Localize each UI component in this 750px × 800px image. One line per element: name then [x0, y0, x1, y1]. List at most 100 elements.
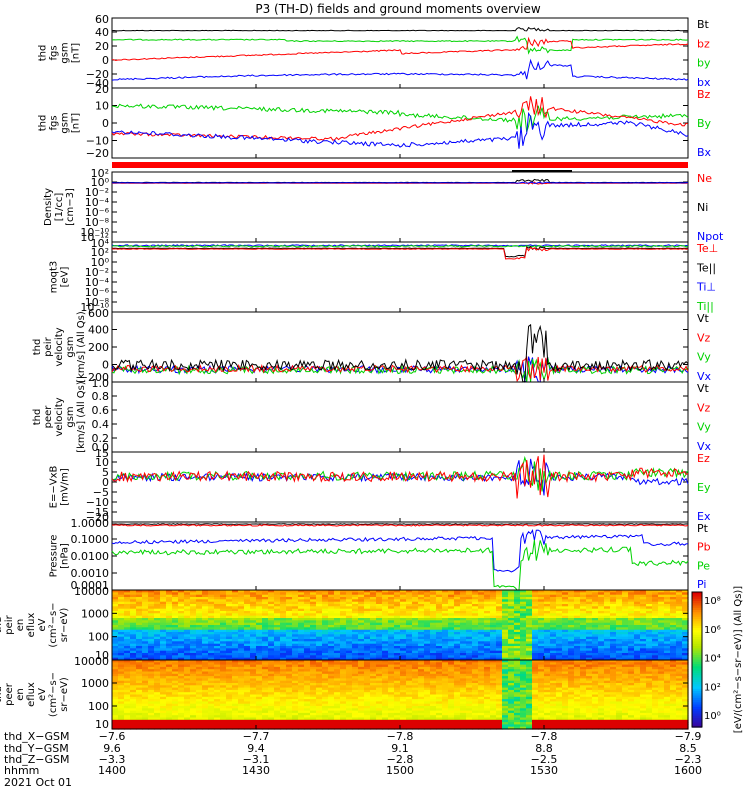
- spectrogram-cell: [262, 622, 269, 626]
- spectrogram-cell: [370, 592, 377, 596]
- spectrogram-cell: [250, 703, 257, 707]
- spectrogram-cell: [388, 671, 395, 675]
- spectrogram-cell: [460, 689, 467, 693]
- spectrogram-cell: [412, 701, 419, 705]
- spectrogram-cell: [154, 625, 161, 628]
- spectrogram-cell: [136, 694, 143, 698]
- spectrogram-cell: [580, 627, 587, 631]
- spectrogram-cell: [406, 627, 413, 631]
- spectrogram-cell: [316, 590, 323, 593]
- spectrogram-cell: [376, 606, 383, 610]
- spectrogram-cell: [136, 606, 143, 610]
- spectrogram-cell: [610, 646, 617, 649]
- spectrogram-cell: [568, 625, 575, 628]
- spectrogram-cell: [256, 650, 263, 654]
- spectrogram-cell: [406, 660, 413, 663]
- spectrogram-cell: [220, 680, 227, 684]
- spectrogram-cell: [184, 653, 191, 656]
- spectrogram-cell: [448, 594, 455, 598]
- spectrogram-cell: [610, 590, 617, 593]
- spectrogram-cell: [442, 634, 449, 638]
- spectrogram-cell: [370, 671, 377, 675]
- spectrogram-cell: [232, 606, 239, 610]
- spectrogram-cell: [184, 724, 191, 728]
- spectrogram-cell: [262, 646, 269, 649]
- spectrogram-cell: [436, 641, 443, 645]
- spectrogram-cell: [208, 671, 215, 675]
- spectrogram-cell: [250, 597, 257, 600]
- spectrogram-cell: [190, 694, 197, 698]
- spectrogram-cell: [172, 601, 179, 605]
- spectrogram-cell: [604, 608, 611, 612]
- spectrogram-cell: [364, 708, 371, 712]
- panel-peer-eflux: 10000100010010thdpeerenefluxeV(cm²−s−sr−…: [0, 655, 689, 731]
- spectrogram-cell: [682, 618, 689, 621]
- spectrogram-cell: [130, 599, 137, 603]
- spectrogram-cell: [472, 724, 479, 728]
- spectrogram-cell: [316, 597, 323, 600]
- spectrogram-cell: [262, 666, 269, 670]
- spectrogram-cell: [496, 629, 503, 633]
- spectrogram-cell: [442, 676, 449, 679]
- spectrogram-cell: [670, 648, 677, 652]
- spectrogram-cell: [502, 618, 509, 621]
- spectrogram-cell: [478, 671, 485, 675]
- spectrogram-cell: [124, 629, 131, 633]
- spectrogram-cell: [226, 708, 233, 712]
- spectrogram-cell: [220, 696, 227, 700]
- spectrogram-cell: [580, 608, 587, 612]
- spectrogram-cell: [454, 646, 461, 649]
- spectrogram-cell: [676, 653, 683, 656]
- spectrogram-cell: [118, 643, 125, 647]
- spectrogram-cell: [352, 699, 359, 702]
- spectrogram-cell: [370, 641, 377, 645]
- spectrogram-cell: [340, 694, 347, 698]
- spectrogram-cell: [304, 662, 311, 666]
- spectrogram-cell: [358, 611, 365, 614]
- spectrogram-cell: [640, 648, 647, 652]
- spectrogram-cell: [412, 606, 419, 610]
- density-series-black: [112, 178, 689, 184]
- spectrogram-cell: [256, 632, 263, 635]
- spectrogram-cell: [478, 710, 485, 714]
- spectrogram-cell: [370, 715, 377, 719]
- spectrogram-cell: [190, 664, 197, 668]
- spectrogram-cell: [442, 669, 449, 673]
- spectrogram-cell: [580, 613, 587, 617]
- spectrogram-cell: [340, 687, 347, 691]
- spectrogram-cell: [412, 634, 419, 638]
- spectrogram-cell: [184, 710, 191, 714]
- spectrogram-cell: [262, 669, 269, 673]
- spectrogram-cell: [496, 632, 503, 635]
- spectrogram-cell: [682, 592, 689, 596]
- spectrogram-cell: [250, 685, 257, 689]
- spectrogram-cell: [430, 676, 437, 679]
- spectrogram-cell: [634, 594, 641, 598]
- spectrogram-cell: [562, 597, 569, 600]
- spectrogram-cell: [220, 643, 227, 647]
- spectrogram-cell: [316, 694, 323, 698]
- spectrogram-cell: [454, 606, 461, 610]
- spectrogram-cell: [514, 622, 521, 626]
- spectrogram-cell: [214, 662, 221, 666]
- spectrogram-cell: [598, 597, 605, 600]
- spectrogram-cell: [184, 627, 191, 631]
- spectrogram-cell: [262, 601, 269, 605]
- spectrogram-cell: [454, 653, 461, 656]
- spectrogram-cell: [526, 590, 533, 593]
- spectrogram-cell: [652, 629, 659, 633]
- spectrogram-cell: [460, 639, 467, 642]
- spectrogram-cell: [124, 660, 131, 663]
- spectrogram-cell: [652, 653, 659, 656]
- spectrogram-cell: [334, 620, 341, 624]
- spectrogram-cell: [292, 620, 299, 624]
- spectrogram-cell: [250, 724, 257, 728]
- spectrogram-cell: [280, 722, 287, 725]
- spectrogram-cell: [400, 712, 407, 716]
- spectrogram-cell: [250, 701, 257, 705]
- spectrogram-cell: [448, 719, 455, 723]
- spectrogram-cell: [238, 620, 245, 624]
- spectrogram-cell: [250, 694, 257, 698]
- spectrogram-cell: [406, 625, 413, 628]
- panel-ylabel: Pressure[nPa]: [49, 535, 71, 578]
